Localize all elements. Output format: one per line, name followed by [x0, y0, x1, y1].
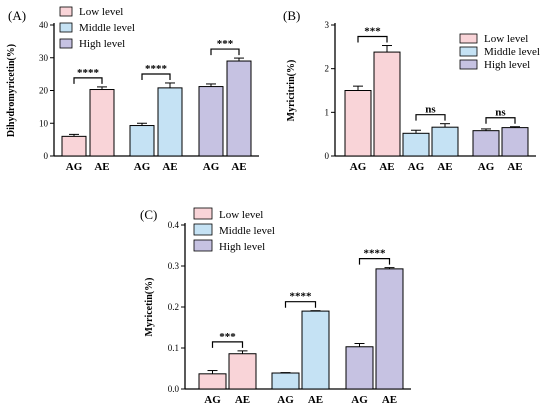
panel-2-x-tick-label: AE [382, 394, 397, 406]
panel-0-x-tick-label: AG [66, 161, 83, 173]
panel-0-significance-label: **** [77, 67, 100, 79]
panel-2-bar-middle-level-ag [271, 372, 300, 390]
panel-0-y-tick-label: 40 [39, 20, 49, 30]
panel-1-y-tick-label: 3 [325, 20, 330, 30]
panel-1-significance-bracket [357, 35, 388, 43]
panel-0-bar-low-level-ag [61, 135, 87, 157]
panel-2-bar-low-level-ae [228, 353, 257, 390]
panel-0-significance-label: *** [217, 38, 234, 50]
panel-2-significance-bracket [211, 341, 244, 348]
panel-0-bar-middle-level-ag [129, 125, 155, 157]
panel-1-bar-low-level-ae [373, 51, 401, 157]
panel-2-bar-low-level-ag [198, 373, 227, 390]
panel-1-label: (B) [283, 8, 300, 23]
panel-1-legend-label: Middle level [484, 46, 540, 58]
panel-2-label: (C) [140, 207, 157, 222]
panel-0-significance-bracket [73, 77, 103, 84]
panel-0-label: (A) [8, 8, 26, 23]
panel-2-x-tick-label: AG [351, 394, 368, 406]
panel-1-legend-swatch [459, 33, 478, 44]
panel-0-bar-low-level-ae [89, 89, 115, 157]
panel-2-bar-high-level-ag [345, 346, 374, 390]
panel-2-legend-label: Low level [219, 209, 263, 221]
panel-0-x-tick-label: AG [134, 161, 151, 173]
panel-0-x-tick-label: AE [94, 161, 109, 173]
panel-1-significance-bracket [415, 114, 446, 121]
panel-2-legend-label: Middle level [219, 225, 275, 237]
panel-0-bar-high-level-ag [198, 86, 224, 157]
panel-0-y-tick-label: 0 [44, 151, 49, 161]
panel-1-bar-middle-level-ag [402, 132, 430, 157]
panel-0-y-tick-label: 30 [39, 53, 49, 63]
panel-2-significance-bracket [284, 301, 317, 308]
panel-1-x-tick-label: AG [408, 161, 425, 173]
panel-2-y-tick-label: 0.4 [168, 220, 180, 230]
panel-0-y-tick-label: 10 [39, 118, 49, 128]
panel-0-x-tick-label: AG [203, 161, 220, 173]
panel-1-x-tick-label: AG [350, 161, 367, 173]
panel-0-legend-swatch [59, 38, 73, 49]
panel-1-y-tick-label: 0 [325, 151, 330, 161]
panel-1-y-tick-label: 1 [325, 107, 330, 117]
panel-0-y-tick-label: 20 [39, 86, 49, 96]
panel-1-bar-high-level-ae [501, 127, 529, 157]
panel-0-legend-label: Middle level [79, 22, 135, 34]
panel-2-significance-label: *** [219, 331, 236, 343]
panel-0-legend-label: Low level [79, 6, 123, 18]
panel-0-legend-label: High level [79, 38, 125, 50]
panel-1-significance-label: ns [495, 107, 506, 119]
panel-1-significance-bracket [485, 117, 516, 124]
panel-2-y-tick-label: 0.0 [168, 384, 180, 394]
panel-1-x-tick-label: AG [478, 161, 495, 173]
panel-2-legend-swatch [193, 239, 213, 252]
panel-0-significance-bracket [141, 73, 171, 80]
panel-2-x-tick-label: AG [204, 394, 221, 406]
panel-1-significance-label: ns [425, 104, 436, 116]
panel-1-y-tick-label: 2 [325, 64, 330, 74]
panel-0-bar-middle-level-ae [157, 87, 183, 157]
panel-2-y-tick-label: 0.2 [168, 302, 179, 312]
panel-1-bar-middle-level-ae [431, 126, 459, 157]
panel-2-legend-label: High level [219, 241, 265, 253]
panel-2-x-tick-label: AE [308, 394, 323, 406]
panel-2-legend-swatch [193, 223, 213, 236]
panel-2-significance-label: **** [364, 248, 387, 260]
panel-0-y-axis-label: Dihydromyricetin(%) [6, 44, 17, 137]
panel-0-significance-label: **** [145, 63, 168, 75]
panel-1-significance-label: *** [364, 26, 381, 38]
panel-0-legend-swatch [59, 6, 73, 17]
panel-1-x-tick-label: AE [379, 161, 394, 173]
panel-2-legend-swatch [193, 207, 213, 220]
panel-2-y-tick-label: 0.3 [168, 261, 180, 271]
panel-1-y-axis-label: Myricitrin(%) [286, 60, 297, 122]
panel-1-bar-high-level-ag [472, 130, 500, 157]
panel-2-significance-bracket [358, 258, 391, 265]
panel-1-legend-label: High level [484, 59, 530, 71]
panel-2-x-tick-label: AE [235, 394, 250, 406]
panel-0-x-tick-label: AE [231, 161, 246, 173]
panel-2-significance-label: **** [290, 291, 313, 303]
panel-0-legend-swatch [59, 22, 73, 33]
panel-2-y-tick-label: 0.1 [168, 343, 179, 353]
panel-0-x-tick-label: AE [162, 161, 177, 173]
panel-1-bar-low-level-ag [344, 90, 372, 157]
panel-2-y-axis-label: Myricetin(%) [144, 278, 155, 337]
panel-0-significance-bracket [210, 48, 240, 56]
panel-1-x-tick-label: AE [507, 161, 522, 173]
panel-1-legend-swatch [459, 46, 478, 57]
panel-1-x-tick-label: AE [437, 161, 452, 173]
panel-0-bar-high-level-ae [226, 60, 252, 157]
panel-1-legend-swatch [459, 59, 478, 70]
panel-2-bar-middle-level-ae [301, 310, 330, 390]
panel-2-bar-high-level-ae [375, 268, 404, 390]
panel-1-legend-label: Low level [484, 33, 528, 45]
panel-2-x-tick-label: AG [277, 394, 294, 406]
